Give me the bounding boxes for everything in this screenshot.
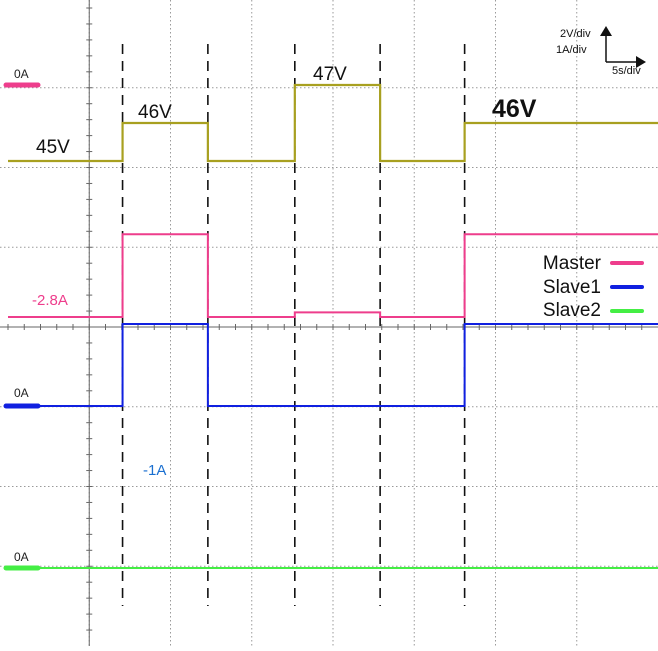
legend-master-label: Master <box>543 253 602 274</box>
master-level-label: -2.8A <box>32 292 68 309</box>
traces <box>3 82 658 571</box>
labels: 2V/div 1A/div 5s/div 45V 46V 47V 46V 0A … <box>14 28 641 564</box>
legend <box>610 261 644 313</box>
time-scale-label: 5s/div <box>612 65 641 77</box>
trace-master <box>8 233 658 318</box>
legend-slave2-label: Slave2 <box>543 300 601 321</box>
legend-slave1-label: Slave1 <box>543 277 601 298</box>
volt-scale-label: 2V/div <box>560 28 591 40</box>
slave1-zero-label: 0A <box>14 386 29 400</box>
voltage-annotation-46v-final: 46V <box>492 95 537 123</box>
amp-scale-label: 1A/div <box>556 44 587 56</box>
slave2-zero-label: 0A <box>14 550 29 564</box>
arrow-right-icon <box>636 56 646 68</box>
scale-arrows <box>600 26 646 68</box>
voltage-annotation-45v: 45V <box>36 137 70 158</box>
voltage-trace <box>8 83 658 163</box>
voltage-annotation-46v: 46V <box>138 102 172 123</box>
slave1-level-label: -1A <box>143 462 166 479</box>
trace-slave1 <box>8 323 658 407</box>
master-zero-label: 0A <box>14 67 29 81</box>
arrow-up-icon <box>600 26 612 36</box>
voltage-annotation-47v: 47V <box>313 64 347 85</box>
